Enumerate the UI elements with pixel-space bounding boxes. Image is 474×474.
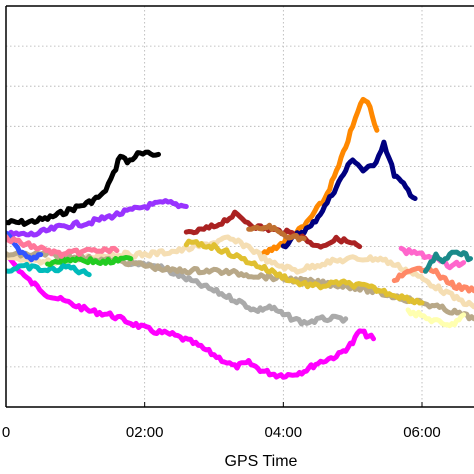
series-group [6,96,474,380]
series-line-3 [260,96,380,257]
series-line-12 [45,255,134,268]
series-line-1 [6,149,161,227]
series-line-5 [6,198,189,238]
x-tick-label: 06:00 [403,424,441,441]
series-line-2 [6,254,376,380]
series-line-18 [405,307,467,329]
series-line-15 [391,265,474,294]
series-line-17 [423,249,473,274]
series-line-11 [6,261,92,278]
x-ticks: 0 02:00 04:00 06:00 [2,402,441,441]
series-line-14 [6,234,120,259]
series-line-10 [183,238,425,306]
x-tick-label: 04:00 [265,424,303,441]
x-tick-label: 02:00 [126,424,164,441]
x-axis-label: GPS Time [225,453,298,470]
series-line-4 [280,139,418,250]
x-tick-label: 0 [2,424,10,441]
series-line-19 [246,222,307,243]
